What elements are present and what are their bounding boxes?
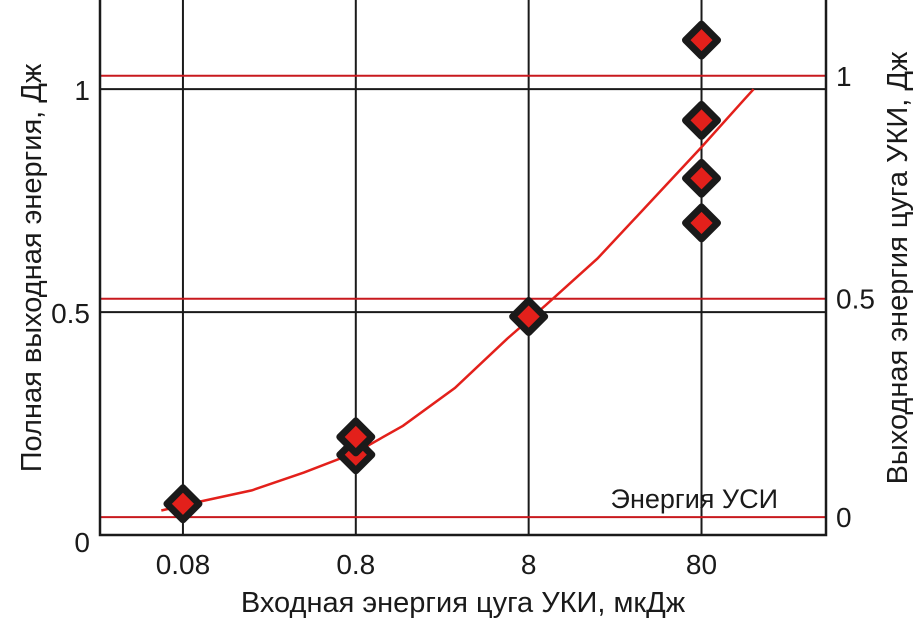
- data-point-2: [336, 417, 376, 457]
- left-y-tick-label-2: 1: [74, 75, 90, 106]
- right-y-tick-labels: 00.51: [836, 61, 875, 533]
- left-y-tick-label-1: 0.5: [51, 298, 90, 329]
- x-tick-label-0: 0.08: [156, 549, 211, 580]
- x-tick-label-1: 0.8: [336, 549, 375, 580]
- annotation-label: Энергия УСИ: [611, 484, 778, 514]
- data-markers: [163, 20, 722, 524]
- data-point-7: [682, 20, 722, 60]
- left-y-tick-labels: 00.51: [51, 75, 90, 558]
- right-y-tick-label-1: 0.5: [836, 284, 875, 315]
- plot-frame: [98, 0, 828, 537]
- left-axis-gridlines: [100, 88, 826, 314]
- left-y-axis-label: Полная выходная энергия, Дж: [16, 63, 48, 472]
- right-y-tick-label-2: 1: [836, 61, 852, 92]
- x-tick-label-3: 80: [686, 549, 717, 580]
- x-tick-labels: 0.08 0.8 8 80: [156, 549, 717, 580]
- data-point-5: [682, 158, 722, 198]
- data-point-4: [682, 203, 722, 243]
- left-y-tick-label-0: 0: [74, 527, 90, 558]
- right-y-axis-label: Выходная энергия цуга УКИ, Дж: [882, 51, 914, 484]
- data-point-0: [163, 484, 203, 524]
- right-axis-gridlines: [100, 74, 826, 519]
- x-axis-label: Входная энергия цуга УКИ, мкДж: [241, 587, 686, 619]
- data-point-3: [509, 297, 549, 337]
- right-y-tick-label-0: 0: [836, 502, 852, 533]
- data-point-6: [682, 100, 722, 140]
- fit-curve: [161, 88, 755, 512]
- x-tick-label-2: 8: [521, 549, 537, 580]
